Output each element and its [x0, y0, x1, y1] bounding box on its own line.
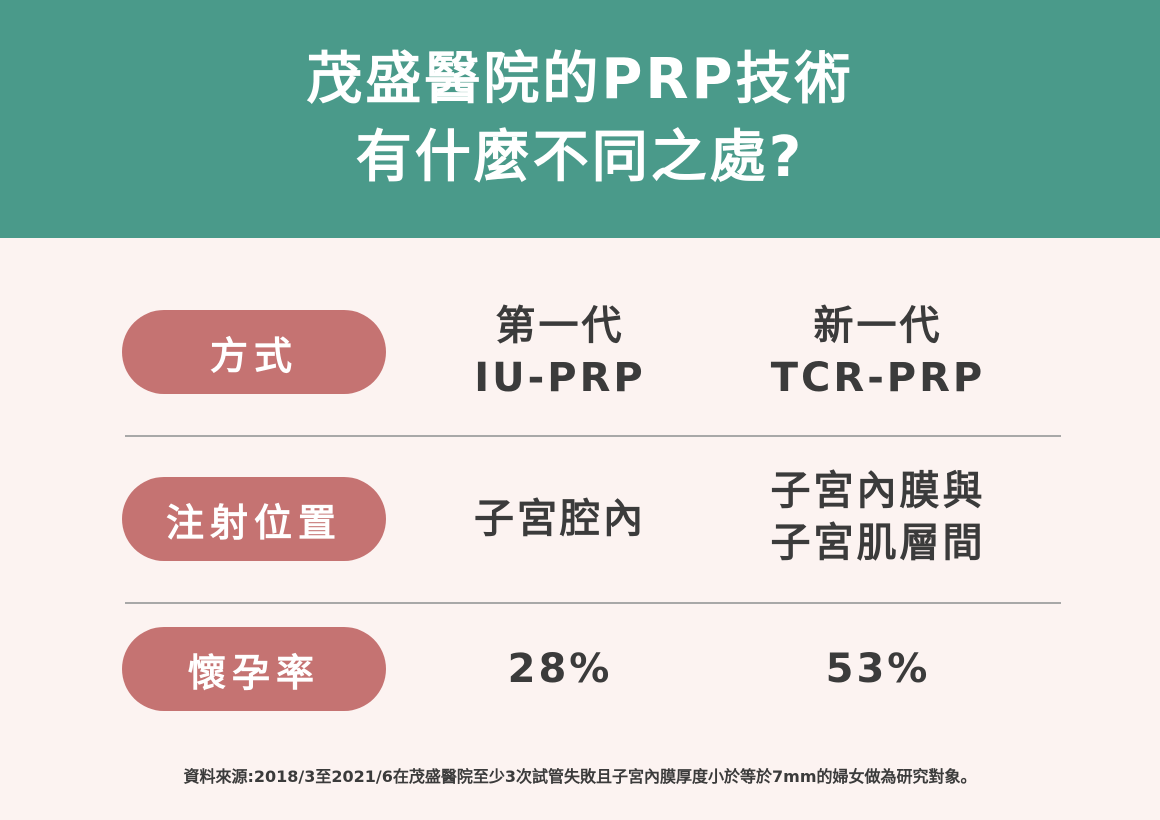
title-banner: 茂盛醫院的PRP技術 有什麼不同之處? [0, 0, 1160, 238]
method-gen1-name: IU-PRP [474, 355, 646, 401]
method-gen1-label: 第一代 [495, 303, 625, 349]
injection-gen2-line1: 子宮內膜與 [770, 468, 986, 514]
title-line-1: 茂盛醫院的PRP技術 [306, 47, 854, 112]
pregnancy-gen2: 53% [825, 646, 931, 692]
divider [125, 435, 1061, 437]
footnote: 資料來源:2018/3至2021/6在茂盛醫院至少3次試管失敗且子宮內膜厚度小於… [183, 767, 977, 786]
method-gen2-name: TCR-PRP [770, 355, 986, 401]
title-line-2: 有什麼不同之處? [355, 125, 805, 190]
method-gen2-label: 新一代 [813, 303, 943, 349]
method-gen1: 第一代 IU-PRP [400, 300, 720, 404]
method-gen2: 新一代 TCR-PRP [718, 300, 1038, 404]
row-label-injection-site: 注射位置 [122, 477, 386, 561]
injection-gen2-line2: 子宮肌層間 [770, 520, 986, 566]
divider [125, 602, 1061, 604]
row-label-pregnancy-rate: 懷孕率 [122, 627, 386, 711]
pregnancy-gen1: 28% [507, 646, 613, 692]
injection-gen2: 子宮內膜與 子宮肌層間 [718, 465, 1038, 569]
injection-gen1: 子宮腔內 [474, 496, 646, 542]
row-label-method: 方式 [122, 310, 386, 394]
